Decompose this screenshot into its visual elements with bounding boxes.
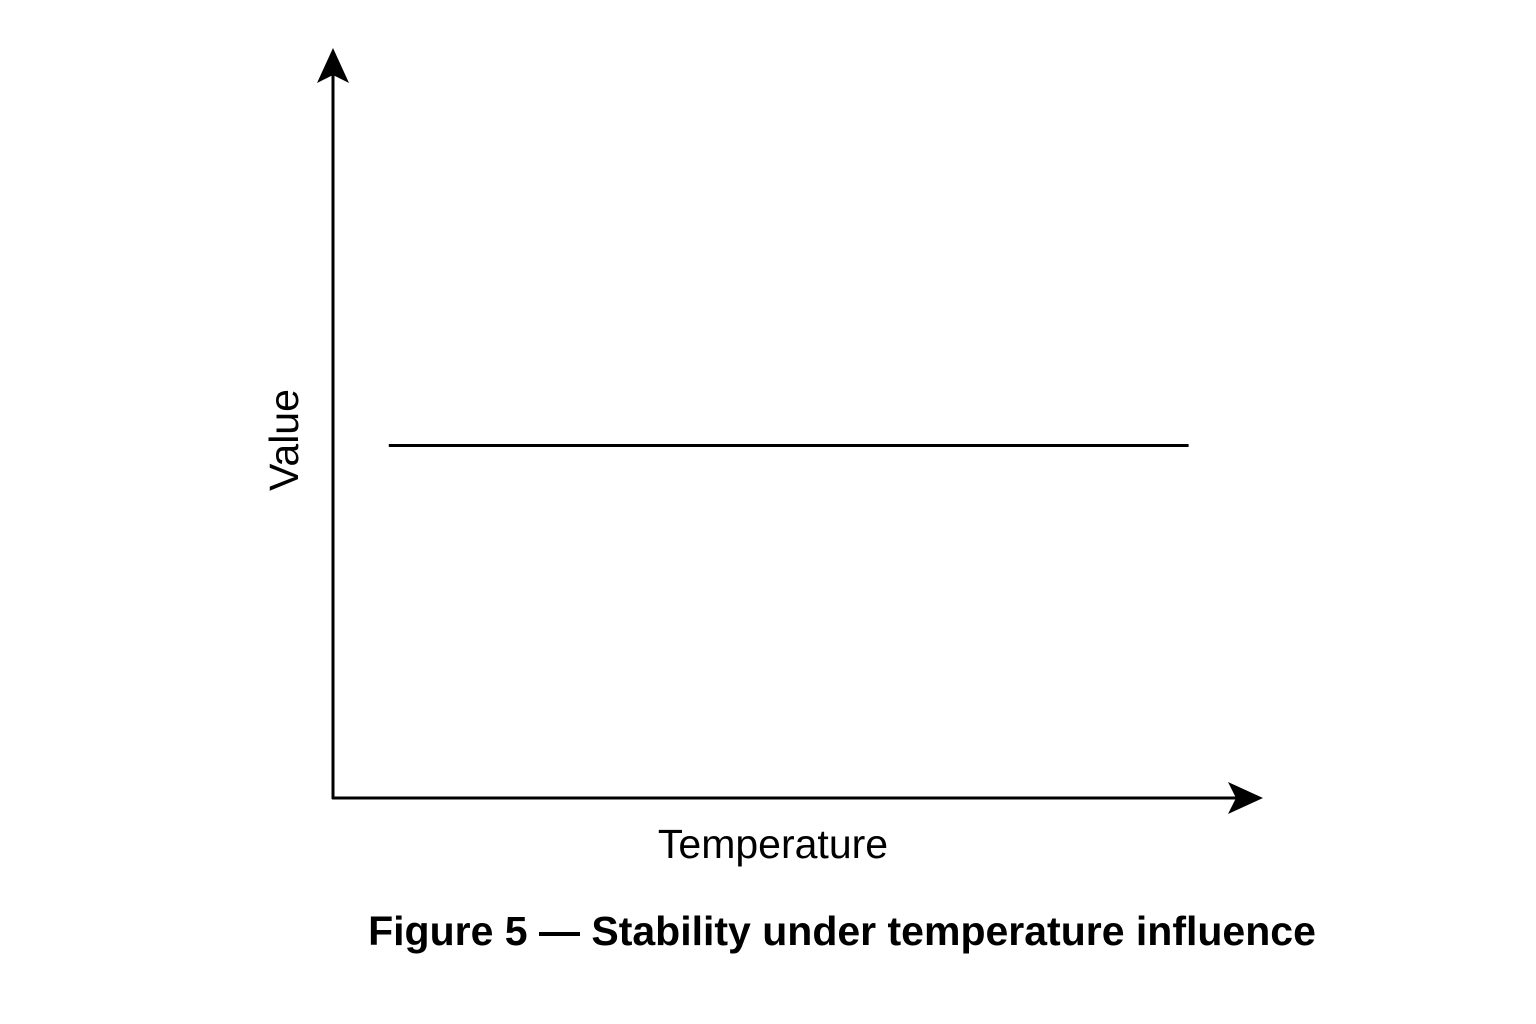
x-axis-label: Temperature — [658, 821, 888, 867]
y-axis-arrow-icon — [317, 48, 349, 83]
y-axis-label: Value — [261, 389, 307, 491]
x-axis-arrow-icon — [1228, 782, 1263, 814]
figure-caption: Figure 5 — Stability under temperature i… — [368, 908, 1316, 954]
